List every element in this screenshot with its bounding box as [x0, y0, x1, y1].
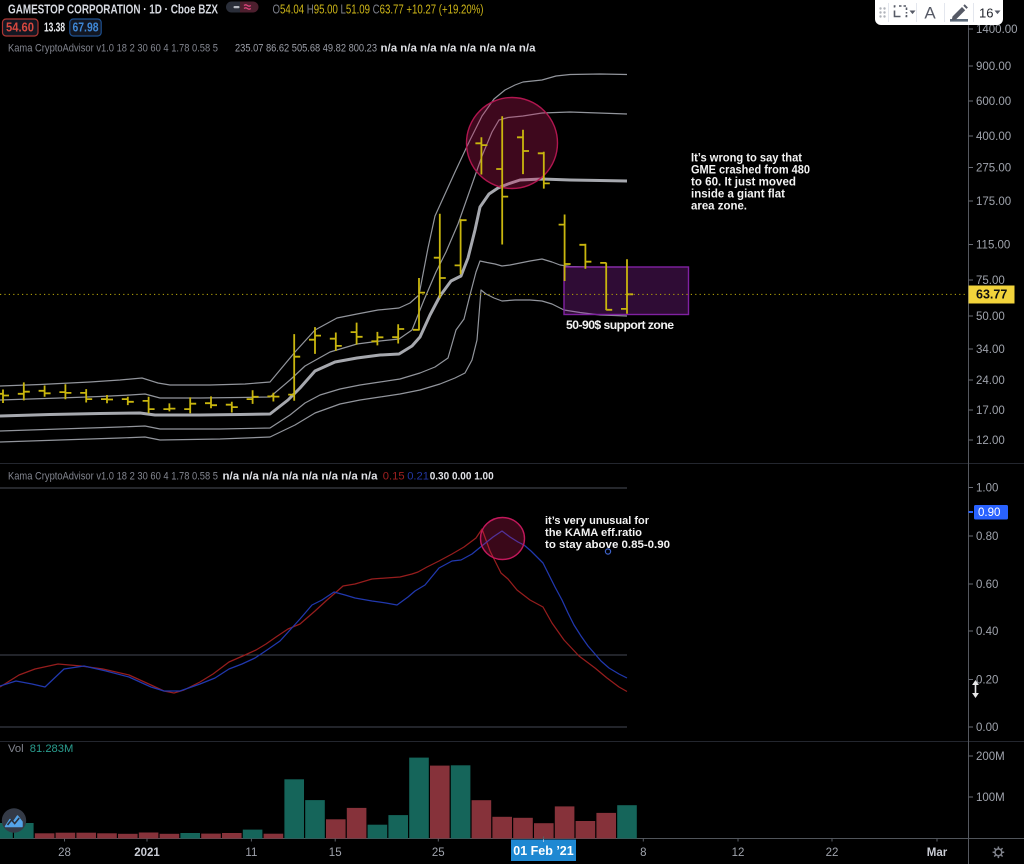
svg-text:25: 25 [432, 847, 445, 859]
svg-text:54.60: 54.60 [6, 21, 34, 35]
svg-text:Kama CryptoAdvisor v1.0 18 2 3: Kama CryptoAdvisor v1.0 18 2 30 60 4 1.7… [8, 471, 218, 483]
svg-text:11: 11 [245, 847, 257, 859]
svg-text:235.07 86.62 505.68 49.82 800.: 235.07 86.62 505.68 49.82 800.23 [235, 43, 377, 55]
svg-text:275.00: 275.00 [976, 163, 1011, 175]
svg-text:34.00: 34.00 [976, 344, 1005, 356]
svg-text:100M: 100M [976, 792, 1005, 804]
svg-text:Vol 81.283M: Vol 81.283M [8, 743, 73, 755]
svg-text:115.00: 115.00 [976, 240, 1010, 252]
svg-text:O54.04 H95.00 L51.09 C63.77 +1: O54.04 H95.00 L51.09 C63.77 +10.27 (+19.… [273, 2, 484, 17]
svg-text:400.00: 400.00 [976, 131, 1011, 143]
svg-text:0.30 0.00 1.00: 0.30 0.00 1.00 [430, 471, 494, 483]
svg-text:22: 22 [826, 847, 839, 859]
svg-text:50.00: 50.00 [976, 311, 1005, 323]
svg-text:it’s very unusual for: it’s very unusual for [545, 515, 650, 527]
svg-text:0.40: 0.40 [976, 626, 998, 638]
svg-text:75.00: 75.00 [976, 275, 1005, 287]
svg-text:13.38: 13.38 [44, 21, 65, 35]
svg-text:01 Feb ’21: 01 Feb ’21 [513, 844, 573, 858]
svg-text:900.00: 900.00 [976, 61, 1011, 73]
svg-text:28: 28 [58, 847, 71, 859]
svg-text:0.21: 0.21 [407, 471, 429, 483]
svg-text:175.00: 175.00 [976, 196, 1011, 208]
svg-text:50-90$ support zone: 50-90$ support zone [566, 318, 674, 332]
svg-text:12.00: 12.00 [976, 435, 1005, 447]
svg-text:n/a n/a n/a n/a n/a n/a n/a n/: n/a n/a n/a n/a n/a n/a n/a n/a [381, 43, 537, 55]
svg-text:8: 8 [640, 847, 646, 859]
svg-text:600.00: 600.00 [976, 96, 1011, 108]
svg-text:0.15: 0.15 [383, 471, 405, 483]
svg-text:0.00: 0.00 [976, 722, 998, 734]
svg-text:GAMESTOP CORPORATION · 1D · Cb: GAMESTOP CORPORATION · 1D · Cboe BZX [8, 2, 218, 17]
svg-text:0.90: 0.90 [978, 507, 1000, 519]
svg-text:15: 15 [329, 847, 342, 859]
svg-text:to 60. It just moved: to 60. It just moved [691, 175, 796, 189]
svg-text:16: 16 [979, 6, 993, 21]
svg-text:It’s wrong to say that: It’s wrong to say that [691, 151, 802, 165]
svg-text:0.20: 0.20 [976, 675, 998, 687]
svg-text:2021: 2021 [134, 847, 160, 859]
svg-text:GME crashed from 480: GME crashed from 480 [691, 163, 810, 177]
svg-text:Mar: Mar [927, 847, 948, 859]
svg-text:to stay above 0.85-0.90: to stay above 0.85-0.90 [545, 539, 670, 551]
svg-text:n/a n/a n/a n/a n/a n/a n/a n/: n/a n/a n/a n/a n/a n/a n/a n/a [223, 471, 379, 483]
svg-text:67.98: 67.98 [73, 21, 99, 35]
svg-text:inside a giant flat: inside a giant flat [691, 187, 785, 201]
svg-text:17.00: 17.00 [976, 405, 1005, 417]
svg-text:Kama CryptoAdvisor v1.0 18 2 3: Kama CryptoAdvisor v1.0 18 2 30 60 4 1.7… [8, 43, 218, 55]
svg-text:0.80: 0.80 [976, 531, 998, 543]
svg-text:1.00: 1.00 [976, 483, 998, 495]
svg-text:24.00: 24.00 [976, 375, 1005, 387]
svg-text:area zone.: area zone. [691, 199, 747, 213]
svg-text:12: 12 [732, 847, 745, 859]
svg-text:63.77: 63.77 [976, 288, 1007, 302]
svg-text:A: A [924, 4, 936, 23]
svg-text:the KAMA eff.ratio: the KAMA eff.ratio [545, 527, 642, 539]
svg-text:0.60: 0.60 [976, 579, 998, 591]
svg-text:1400.00: 1400.00 [976, 24, 1018, 36]
svg-text:200M: 200M [976, 751, 1005, 763]
